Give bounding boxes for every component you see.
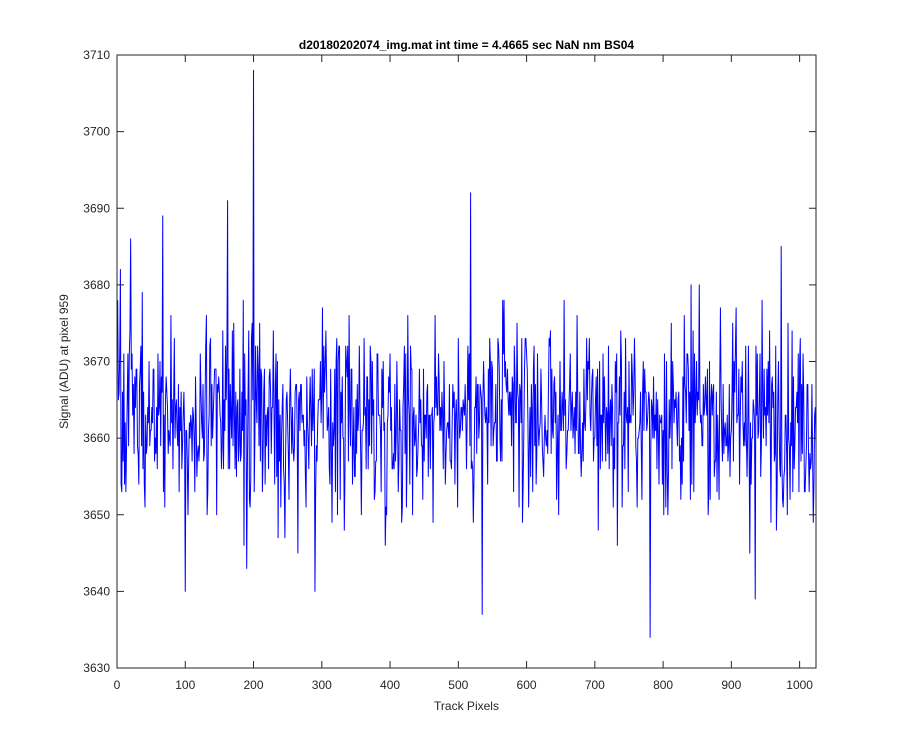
x-tick-label: 700 (585, 678, 605, 692)
x-tick-label: 600 (517, 678, 537, 692)
x-tick-label: 300 (312, 678, 332, 692)
x-tick-label: 500 (448, 678, 468, 692)
x-ticks: 0 100 200 300 400 500 600 700 800 900 1000 (114, 55, 813, 692)
y-tick-label: 3640 (83, 584, 110, 598)
x-tick-label: 100 (175, 678, 195, 692)
x-axis-label: Track Pixels (434, 699, 499, 713)
x-tick-label: 200 (244, 678, 264, 692)
y-tick-label: 3700 (83, 125, 110, 139)
y-tick-label: 3680 (83, 278, 110, 292)
y-tick-label: 3710 (83, 48, 110, 62)
y-tick-label: 3650 (83, 508, 110, 522)
y-axis-label: Signal (ADU) at pixel 959 (57, 294, 71, 429)
y-tick-label: 3660 (83, 431, 110, 445)
data-series-line (117, 69, 817, 638)
chart-title: d20180202074_img.mat int time = 4.4665 s… (299, 38, 635, 52)
x-tick-label: 900 (721, 678, 741, 692)
y-tick-label: 3690 (83, 201, 110, 215)
x-tick-label: 0 (114, 678, 121, 692)
y-ticks: 3630 3640 3650 3660 3670 3680 3690 3700 3710 (83, 48, 816, 675)
y-tick-label: 3670 (83, 355, 110, 369)
x-tick-label: 800 (653, 678, 673, 692)
x-tick-label: 1000 (786, 678, 813, 692)
plot-area (117, 55, 816, 668)
x-tick-label: 400 (380, 678, 400, 692)
y-tick-label: 3630 (83, 661, 110, 675)
